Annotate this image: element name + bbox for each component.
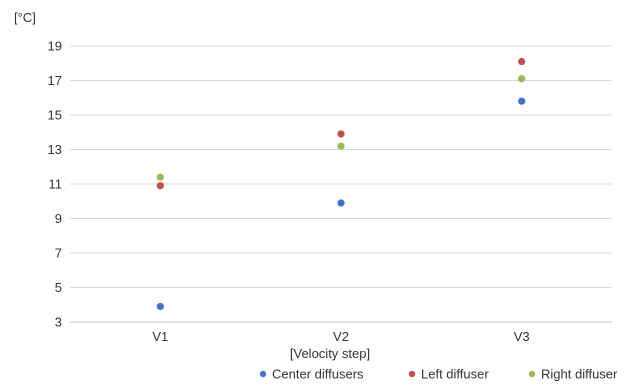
y-tick-label: 11 <box>49 177 63 192</box>
legend-marker <box>528 370 536 378</box>
y-tick-label: 9 <box>55 211 62 226</box>
data-point <box>518 57 526 66</box>
data-point <box>156 182 164 190</box>
data-point <box>337 130 345 138</box>
data-point <box>156 173 164 181</box>
y-axis-label: [°C] <box>14 10 36 25</box>
data-point <box>518 97 526 105</box>
data-points <box>156 57 526 311</box>
y-tick-label: 7 <box>55 246 62 261</box>
data-point <box>156 302 164 311</box>
x-tick-label: V1 <box>152 329 168 344</box>
legend-marker <box>259 370 267 378</box>
y-tick-label: 13 <box>48 142 62 157</box>
legend-label: Center diffusers <box>272 367 364 382</box>
data-point <box>337 199 345 207</box>
y-tick-label: 17 <box>48 73 62 88</box>
legend-item: Left diffuser <box>408 367 489 382</box>
data-point <box>518 75 526 83</box>
x-tick-label: V2 <box>333 329 349 344</box>
legend-item: Right diffuser <box>528 367 618 382</box>
tick-labels: 3 5 7 9 11 13 15 17 19 V1 V2 V3 <box>48 39 530 345</box>
y-tick-label: 3 <box>55 315 62 330</box>
x-tick-label: V3 <box>514 329 530 344</box>
y-tick-label: 15 <box>48 108 62 123</box>
legend-marker <box>408 370 416 378</box>
y-tick-label: 5 <box>55 280 62 295</box>
data-point <box>337 142 345 150</box>
x-axis-label: [Velocity step] <box>290 346 370 361</box>
gridlines <box>70 45 612 288</box>
legend-item: Center diffusers <box>259 367 364 382</box>
y-tick-label: 19 <box>48 39 62 54</box>
legend-label: Right diffuser <box>541 367 618 382</box>
legend: Center diffusers Left diffuser Right diffu… <box>259 367 618 382</box>
legend-label: Left diffuser <box>421 367 489 382</box>
